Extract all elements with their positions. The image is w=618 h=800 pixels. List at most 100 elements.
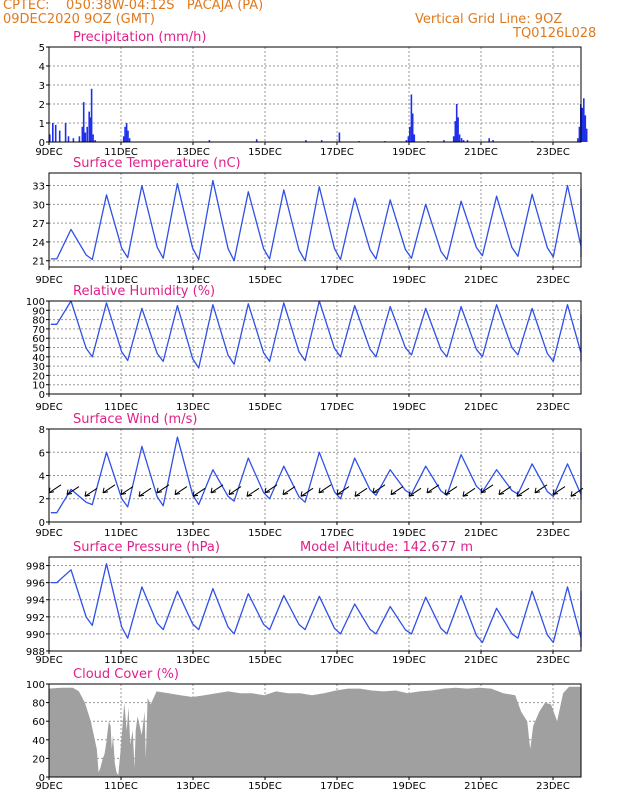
wind-arrow-head [228, 489, 235, 496]
y-tick-label: 4 [39, 472, 45, 483]
precip-bar [127, 130, 129, 142]
panel-title: Cloud Cover (%) [73, 667, 179, 682]
precip-bar [89, 117, 91, 142]
x-tick-label: 19DEC [392, 402, 426, 413]
wind-arrow [354, 487, 368, 497]
x-tick-label: 21DEC [464, 147, 498, 158]
y-tick-label: 0 [39, 518, 45, 529]
x-tick-label: 11DEC [104, 655, 138, 666]
precip-bar [466, 140, 469, 142]
y-tick-label: 80 [32, 699, 45, 710]
wind-arrow-head [498, 489, 505, 496]
wind-arrow-head [408, 491, 415, 497]
panel-title: Surface Temperature (nC) [73, 156, 241, 171]
wind-arrow [300, 487, 314, 497]
precip-bar [405, 140, 408, 142]
panel-annotation: Model Altitude: 142.677 m [300, 540, 473, 555]
y-tick-label: 6 [39, 448, 45, 459]
wind-arrow-head [534, 487, 541, 494]
series-line [50, 436, 582, 514]
y-tick-label: 90 [32, 306, 45, 317]
precip-bar [578, 126, 581, 142]
precip-bar [84, 132, 87, 142]
y-tick-label: 40 [32, 736, 45, 747]
y-tick-label: 100 [26, 680, 45, 691]
precip-bar [492, 140, 494, 142]
x-tick-label: 15DEC [248, 147, 282, 158]
wind-arrow-head [390, 489, 397, 496]
precip-bar [338, 132, 341, 142]
precip-bar [67, 136, 70, 142]
wind-arrow [426, 484, 440, 494]
precip-bar [94, 140, 96, 142]
y-tick-label: 20 [32, 754, 45, 765]
y-tick-label: 30 [32, 200, 45, 211]
wind-arrow [156, 484, 170, 494]
x-tick-label: 21DEC [464, 655, 498, 666]
header-right2: TQ0126L028 [513, 26, 597, 41]
precip-bar [208, 140, 211, 142]
wind-arrow [462, 487, 476, 497]
y-tick-label: 2 [39, 100, 45, 111]
precip-bar [78, 136, 81, 142]
panel-title: Relative Humidity (%) [73, 284, 215, 299]
wind-arrow [210, 484, 224, 494]
y-tick-label: 0 [39, 390, 45, 401]
precip-bar [122, 136, 125, 142]
x-tick-label: 9DEC [35, 147, 62, 158]
wind-arrow-head [336, 489, 343, 496]
wind-arrow-head [102, 487, 109, 494]
x-tick-label: 19DEC [392, 528, 426, 539]
wind-arrow-head [318, 487, 325, 494]
y-tick-label: 20 [32, 371, 45, 382]
precip-bar [455, 104, 458, 142]
wind-arrow-head [516, 491, 523, 497]
x-tick-label: 21DEC [464, 528, 498, 539]
wind-arrow-head [300, 491, 307, 497]
wind-arrow [264, 484, 278, 494]
x-tick-label: 21DEC [464, 402, 498, 413]
y-tick-label: 60 [32, 334, 45, 345]
x-tick-label: 19DEC [392, 147, 426, 158]
x-tick-label: 17DEC [320, 275, 354, 286]
y-tick-label: 27 [32, 219, 45, 230]
x-tick-label: 11DEC [104, 402, 138, 413]
precip-bar [583, 98, 585, 142]
precip-bar [320, 140, 323, 142]
y-tick-label: 10 [32, 381, 45, 392]
y-tick-label: 33 [32, 182, 45, 193]
x-tick-label: 9DEC [35, 275, 62, 286]
y-tick-label: 994 [26, 596, 45, 607]
precip-bar [458, 134, 461, 142]
precip-bar [411, 113, 414, 142]
x-tick-label: 11DEC [104, 781, 138, 792]
y-tick-label: 992 [26, 613, 45, 624]
wind-arrow [390, 486, 404, 495]
precip-bar [443, 140, 445, 142]
precip-bar [82, 102, 85, 142]
y-tick-label: 24 [32, 238, 45, 249]
y-tick-label: 4 [39, 62, 45, 73]
y-tick-label: 998 [26, 562, 45, 573]
x-tick-label: 11DEC [104, 528, 138, 539]
x-tick-label: 21DEC [464, 275, 498, 286]
wind-arrow [48, 484, 62, 494]
x-tick-label: 13DEC [176, 147, 210, 158]
wind-arrow [282, 486, 296, 495]
y-tick-label: 80 [32, 316, 45, 327]
precip-bar [407, 136, 410, 142]
x-tick-label: 23DEC [536, 655, 570, 666]
wind-arrow-head [138, 491, 145, 497]
wind-arrow-head [552, 489, 559, 496]
precip-bar [124, 126, 126, 142]
x-tick-label: 17DEC [320, 402, 354, 413]
precip-bar [88, 111, 90, 142]
wind-arrow [372, 484, 386, 494]
wind-arrow [318, 484, 332, 494]
wind-arrow-head [174, 489, 181, 496]
panel-frame [48, 556, 582, 652]
x-tick-label: 23DEC [536, 528, 570, 539]
precip-bar [58, 130, 61, 142]
y-tick-label: 8 [39, 425, 45, 436]
